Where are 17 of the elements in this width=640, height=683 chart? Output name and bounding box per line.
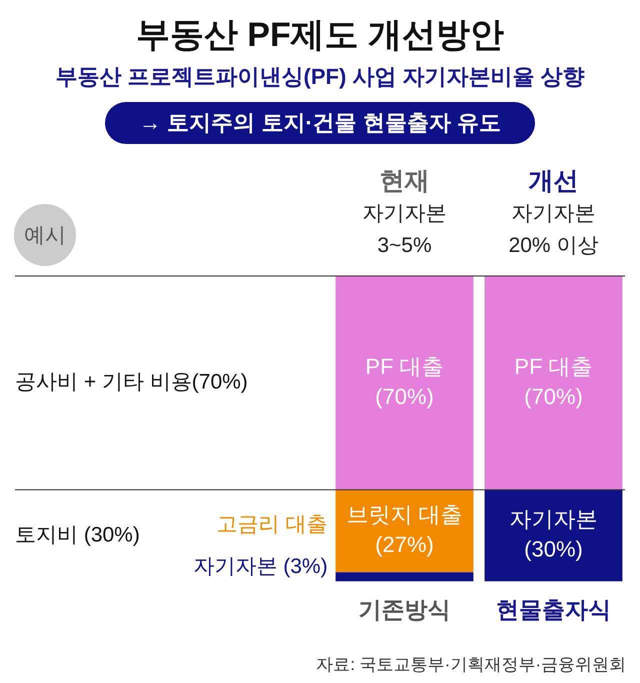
x-tick-label: 현물출자식 [496, 596, 611, 623]
data-label: 자기자본 (30%) [510, 506, 598, 562]
chart-title: 부동산 PF제도 개선방안 [134, 15, 506, 56]
x-tick-label: 기존방식 [358, 596, 450, 623]
text: 토지비 (30%) [15, 523, 140, 546]
chart-subtitle: 부동산 프로젝트파이낸싱(PF) 사업 자기자본비율 상향 [54, 63, 586, 91]
text: 개선 자기자본 20% 이상 [508, 166, 598, 257]
data-label: 브릿지 대출 (27%) [346, 502, 463, 558]
series-label: 고금리 대출 [216, 512, 328, 536]
data-label: PF 대출 (70%) [514, 354, 593, 409]
text: 공사비 + 기타 비용(70%) [15, 370, 248, 394]
circle-badge: 예시 [14, 204, 76, 266]
text: 현재 자기자본 3~5% [362, 166, 446, 257]
data-label: PF 대출 (70%) [365, 354, 444, 409]
text: 자료: 국토교통부·기획재정부·금융위원회 [315, 654, 627, 676]
series-label: 자기자본 (3%) [193, 555, 328, 578]
pill-banner: → 토지주의 토지·건물 현물출자 유도 [105, 102, 535, 144]
